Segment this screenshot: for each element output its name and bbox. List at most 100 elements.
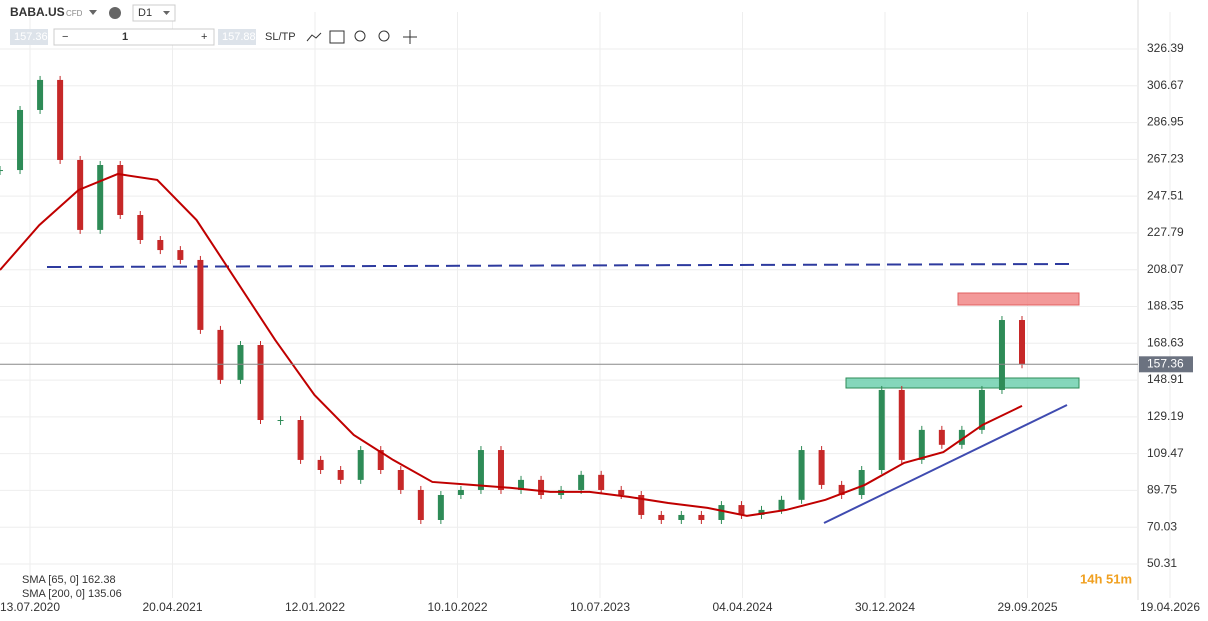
symbol[interactable]: BABA.US xyxy=(10,5,65,19)
x-tick-label: 10.07.2023 xyxy=(570,600,630,614)
candle xyxy=(277,420,284,422)
support-zone xyxy=(845,377,1080,389)
candle xyxy=(898,389,905,460)
candle xyxy=(518,479,525,490)
candle xyxy=(37,79,44,110)
indicator-legend: SMA [65, 0] 162.38 xyxy=(22,574,116,586)
x-tick-label: 13.07.2020 xyxy=(0,600,60,614)
zoom-in[interactable] xyxy=(378,30,390,42)
bid-box[interactable] xyxy=(10,29,48,45)
move-tool[interactable] xyxy=(403,30,417,44)
candle xyxy=(878,389,885,470)
candle xyxy=(858,469,865,495)
candle xyxy=(838,484,845,495)
symbol-kind: CFD xyxy=(66,9,83,18)
candle xyxy=(678,514,685,520)
plus[interactable]: + xyxy=(201,31,207,43)
volume[interactable]: 1 xyxy=(122,31,128,43)
candle xyxy=(157,239,164,251)
countdown: 14h 51m xyxy=(1080,571,1132,586)
x-tick-label: 04.04.2024 xyxy=(712,600,772,614)
candle xyxy=(397,469,404,490)
y-tick-label: 208.07 xyxy=(1147,262,1184,276)
candle xyxy=(357,450,364,480)
candle xyxy=(538,479,545,495)
candle-tool[interactable] xyxy=(329,30,345,44)
indicator-legend: SMA [200, 0] 135.06 xyxy=(22,588,122,600)
candle xyxy=(97,165,104,230)
plot xyxy=(0,75,1025,524)
timeframe[interactable]: D1 xyxy=(138,7,152,19)
trendline xyxy=(823,404,1068,524)
candle xyxy=(317,459,324,470)
candle xyxy=(798,450,805,500)
candle xyxy=(658,514,665,520)
candle xyxy=(998,320,1005,390)
candle xyxy=(978,389,985,430)
line-tool[interactable] xyxy=(306,32,322,42)
candle xyxy=(618,489,625,495)
candle xyxy=(718,505,725,520)
y-tick-label: 129.19 xyxy=(1147,409,1184,423)
candle xyxy=(698,514,705,520)
candle xyxy=(337,469,344,480)
zoom-out[interactable] xyxy=(354,30,366,42)
y-tick-label: 70.03 xyxy=(1147,519,1177,533)
y-tick-label: 326.39 xyxy=(1147,41,1184,55)
candle xyxy=(497,450,504,490)
x-tick-label: 30.12.2024 xyxy=(855,600,915,614)
dropdown-icon[interactable] xyxy=(89,10,97,15)
candle xyxy=(257,345,264,421)
dropdown-icon xyxy=(163,11,170,15)
resistance-zone xyxy=(957,292,1080,306)
candle xyxy=(377,450,384,470)
x-tick-label: 29.09.2025 xyxy=(997,600,1057,614)
candle xyxy=(0,170,3,172)
candle xyxy=(177,250,184,260)
y-tick-label: 286.95 xyxy=(1147,115,1184,129)
candle xyxy=(758,509,765,515)
ask-box[interactable] xyxy=(218,29,256,45)
sltp-button[interactable]: SL/TP xyxy=(265,31,296,43)
timeframe-select[interactable] xyxy=(132,4,176,22)
grid xyxy=(0,0,1171,600)
y-tick-label: 267.23 xyxy=(1147,152,1184,166)
y-tick-label: 109.47 xyxy=(1147,446,1184,460)
y-tick-label: 148.91 xyxy=(1147,372,1184,386)
candle xyxy=(197,259,204,330)
candle xyxy=(1019,320,1025,365)
bid[interactable]: 157.36 xyxy=(14,31,48,43)
sma-line xyxy=(0,172,1023,517)
candle xyxy=(137,214,144,240)
ask[interactable]: 157.88 xyxy=(222,31,256,43)
candle xyxy=(578,474,585,490)
y-tick-label: 227.79 xyxy=(1147,225,1184,239)
candle xyxy=(417,489,424,520)
candle xyxy=(598,474,605,490)
candle xyxy=(818,450,825,485)
candle xyxy=(738,505,745,515)
candle xyxy=(778,499,785,510)
minus[interactable]: − xyxy=(62,31,68,43)
last-price-tag xyxy=(1139,356,1193,373)
last-price-label: 157.36 xyxy=(1147,356,1184,370)
candle xyxy=(638,494,645,515)
candle xyxy=(217,329,224,380)
candle xyxy=(437,494,444,520)
x-tick-label: 12.01.2022 xyxy=(285,600,345,614)
x-tick-label: 10.10.2022 xyxy=(427,600,487,614)
candle xyxy=(958,429,965,445)
info-icon[interactable] xyxy=(109,7,121,19)
candle xyxy=(57,79,64,160)
y-tick-label: 50.31 xyxy=(1147,556,1177,570)
dashed-level xyxy=(46,263,1076,268)
x-tick-label: 19.04.2026 xyxy=(1140,600,1200,614)
candle xyxy=(457,489,464,495)
candle xyxy=(918,429,925,460)
candle xyxy=(297,420,304,460)
volume-input[interactable] xyxy=(53,28,215,46)
y-tick-label: 188.35 xyxy=(1147,299,1184,313)
candle xyxy=(477,450,484,490)
